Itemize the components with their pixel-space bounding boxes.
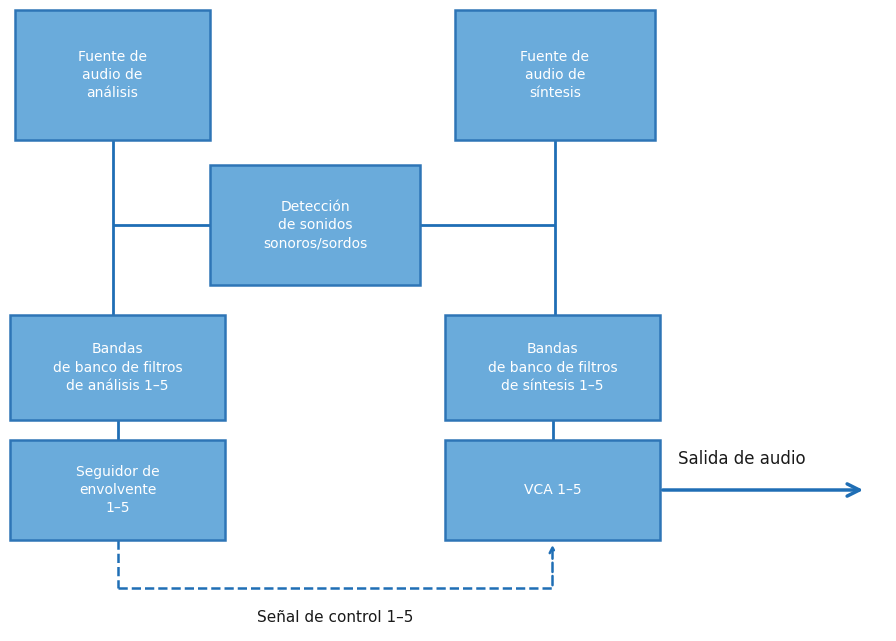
Text: Señal de control 1–5: Señal de control 1–5 bbox=[257, 610, 413, 625]
Text: Seguidor de
envolvente
1–5: Seguidor de envolvente 1–5 bbox=[75, 465, 159, 515]
Bar bbox=[455, 10, 655, 140]
Bar bbox=[210, 165, 420, 285]
Text: Detección
de sonidos
sonoros/sordos: Detección de sonidos sonoros/sordos bbox=[263, 199, 367, 251]
Text: Salida de audio: Salida de audio bbox=[678, 450, 806, 468]
Text: Fuente de
audio de
análisis: Fuente de audio de análisis bbox=[78, 49, 147, 101]
Bar bbox=[10, 440, 225, 540]
Text: Fuente de
audio de
síntesis: Fuente de audio de síntesis bbox=[521, 49, 590, 101]
Text: Bandas
de banco de filtros
de análisis 1–5: Bandas de banco de filtros de análisis 1… bbox=[53, 342, 182, 393]
Bar bbox=[445, 315, 660, 420]
Text: Bandas
de banco de filtros
de síntesis 1–5: Bandas de banco de filtros de síntesis 1… bbox=[487, 342, 617, 393]
Text: VCA 1–5: VCA 1–5 bbox=[523, 483, 582, 497]
Bar bbox=[445, 440, 660, 540]
Bar bbox=[15, 10, 210, 140]
Bar bbox=[10, 315, 225, 420]
